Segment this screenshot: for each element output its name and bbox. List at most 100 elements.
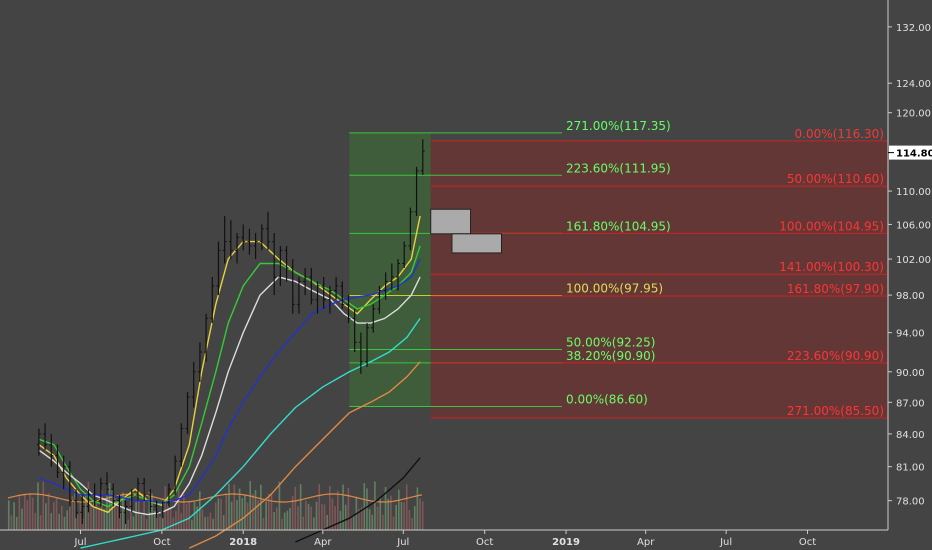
volume-bar <box>53 502 55 530</box>
volume-bar <box>71 495 74 530</box>
volume-bar <box>315 501 318 530</box>
volume-bar <box>214 502 217 530</box>
fib-green-level-label: 271.00%(117.35) <box>566 119 671 133</box>
volume-bar <box>387 498 389 530</box>
volume-bar <box>111 490 114 530</box>
fib-red-level-label: 0.00%(116.30) <box>795 127 884 141</box>
volume-bar <box>297 506 299 530</box>
volume-bar <box>398 489 400 530</box>
moving-average-line <box>80 318 421 549</box>
volume-bar <box>167 500 169 530</box>
y-tick-label: 98.00 <box>896 291 925 302</box>
volume-bar <box>249 481 252 530</box>
volume-bar <box>421 501 424 530</box>
volume-bar <box>344 504 347 530</box>
volume-bar <box>169 508 172 530</box>
volume-bar <box>326 514 328 530</box>
y-tick-label: 81.00 <box>896 463 925 474</box>
volume-bar <box>34 512 37 530</box>
volume-bar <box>289 507 291 530</box>
volume-bar <box>310 506 313 530</box>
volume-bar <box>164 486 167 530</box>
volume-bar <box>358 508 360 530</box>
volume-bar <box>238 488 241 530</box>
y-tick-label: 94.00 <box>896 329 925 340</box>
volume-bar <box>347 487 350 530</box>
volume-bar <box>270 492 273 530</box>
volume-bar <box>23 493 26 530</box>
volume-bar <box>103 509 106 530</box>
fib-red-level-label: 141.00%(100.30) <box>779 260 884 274</box>
volume-bar <box>236 500 238 530</box>
volume-bar <box>257 499 259 530</box>
volume-bar <box>291 496 294 530</box>
volume-bar <box>352 514 355 530</box>
fib-red-level-label: 161.80%(97.90) <box>787 282 884 296</box>
volume-bar <box>302 516 305 530</box>
volume-bar <box>26 500 29 530</box>
y-tick-label: 102.00 <box>896 255 931 266</box>
volume-bar <box>106 485 108 530</box>
x-tick-label: Jul <box>73 537 86 548</box>
volume-bar <box>55 498 58 530</box>
volume-bar <box>228 483 230 530</box>
volume-bar <box>15 516 18 530</box>
volume-bar <box>233 484 236 530</box>
fib-red-level-label: 271.00%(85.50) <box>787 404 884 418</box>
volume-bar <box>140 514 143 530</box>
volume-bar <box>47 493 50 530</box>
volume-bar <box>31 497 34 530</box>
volume-bar <box>267 493 270 530</box>
volume-bar <box>339 510 342 530</box>
volume-bar <box>116 507 119 530</box>
volume-bar <box>61 505 63 530</box>
volume-bar <box>323 504 326 530</box>
volume-bar <box>122 492 124 530</box>
volume-bar <box>286 510 289 530</box>
volume-bar <box>10 515 13 530</box>
fib-green-level-label: 100.00%(97.95) <box>566 282 663 296</box>
fib-green-level-label: 0.00%(86.60) <box>566 392 648 406</box>
volume-bar <box>148 491 151 530</box>
y-tick-label: 90.00 <box>896 368 925 379</box>
volume-bar <box>392 516 395 530</box>
volume-bar <box>334 506 336 530</box>
volume-bar <box>254 489 257 530</box>
volume-bar <box>145 519 148 530</box>
x-tick-label: 2018 <box>229 537 257 548</box>
volume-bar <box>201 509 204 530</box>
volume-bar <box>13 502 15 530</box>
volume-bar <box>50 513 53 530</box>
volume-bar <box>342 484 344 530</box>
y-tick-label: 132.00 <box>896 23 931 34</box>
volume-bar <box>331 498 334 530</box>
volume-bar <box>265 501 267 530</box>
volume-bar <box>156 513 159 530</box>
volume-bar <box>185 503 188 530</box>
current-price-label: 114.80 <box>896 149 932 160</box>
volume-bar <box>384 486 387 530</box>
current-price-badge <box>889 145 932 160</box>
volume-bar <box>416 487 419 530</box>
volume-bar <box>153 510 156 530</box>
volume-bar <box>130 496 132 530</box>
y-tick-label: 84.00 <box>896 430 925 441</box>
volume-bar <box>63 516 66 530</box>
x-tick-label: Oct <box>476 537 493 548</box>
y-tick-label: 120.00 <box>896 109 931 120</box>
volume-bar <box>212 518 214 530</box>
moving-average-line <box>295 457 421 543</box>
volume-bar <box>21 508 23 530</box>
volume-bar <box>241 498 244 530</box>
volume-bar <box>222 515 225 530</box>
volume-bar <box>403 502 405 530</box>
volume-bar <box>360 507 363 530</box>
volume-bar <box>379 497 382 530</box>
volume-bar <box>395 504 397 530</box>
volume-bar <box>68 501 71 530</box>
volume-bar <box>321 503 323 530</box>
volume-bar <box>220 498 222 530</box>
volume-bar <box>37 482 39 530</box>
